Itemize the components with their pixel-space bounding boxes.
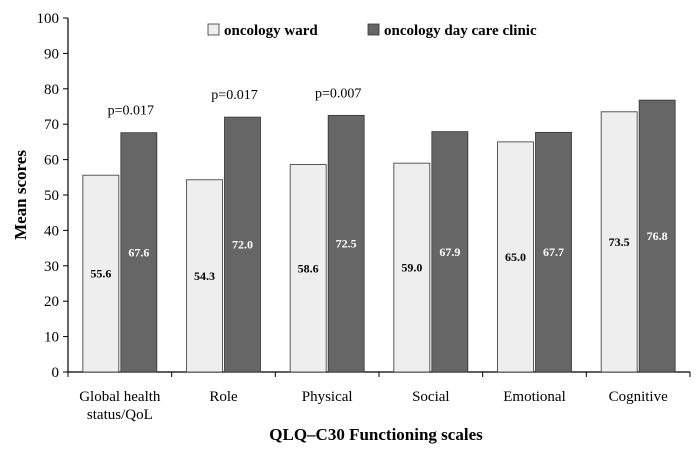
bar-oncology-ward [289, 164, 327, 373]
bar-value-label: 72.0 [232, 238, 253, 252]
p-value-annotation: p=0.017 [108, 104, 154, 119]
legend-swatch-oncology-ward [207, 23, 220, 36]
bar-value-label: 72.5 [336, 237, 357, 251]
bar-oncology-ward [186, 179, 223, 373]
x-tick-label: Emotional [503, 389, 566, 405]
y-tick-label: 60 [44, 153, 59, 169]
y-tick-label: 70 [44, 117, 59, 133]
x-tick-label: Global health [79, 389, 161, 405]
x-tick-label: Cognitive [609, 389, 669, 405]
y-tick-label: 90 [44, 46, 59, 62]
y-tick-label: 30 [44, 259, 59, 275]
legend-swatch-day-care-clinic [367, 23, 380, 36]
bar-day-care-clinic [120, 132, 158, 373]
y-axis-title: Mean scores [11, 150, 30, 240]
bar-value-label: 55.6 [90, 267, 111, 281]
x-tick-label: Physical [302, 389, 353, 405]
y-tick-label: 0 [52, 365, 60, 381]
legend-label-day-care-clinic: oncology day care clinic [384, 23, 537, 39]
legend: oncology ward oncology day care clinic [207, 23, 537, 39]
p-value-annotation: p=0.017 [211, 88, 257, 103]
x-tick-label: status/QoL [87, 407, 153, 423]
bar-value-label: 67.9 [439, 245, 460, 259]
p-value-annotation: p=0.007 [315, 86, 361, 101]
bar-value-label: 76.8 [647, 229, 668, 243]
y-tick-label: 10 [44, 330, 59, 346]
y-tick-label: 100 [37, 11, 60, 27]
bar-value-label: 73.5 [609, 235, 630, 249]
bar-value-label: 67.6 [128, 245, 149, 259]
bar-oncology-ward [82, 174, 120, 373]
y-tick-label: 80 [44, 82, 59, 98]
bar-oncology-ward [393, 162, 431, 373]
bar-value-label: 54.3 [194, 269, 215, 283]
bar-day-care-clinic [638, 99, 676, 373]
bar-day-care-clinic [431, 131, 469, 373]
bar-day-care-clinic [224, 116, 261, 373]
x-tick-label: Role [209, 389, 238, 405]
y-tick-label: 20 [44, 294, 59, 310]
x-tick-label: Social [412, 389, 450, 405]
bar-value-label: 58.6 [298, 261, 319, 275]
legend-label-oncology-ward: oncology ward [224, 23, 318, 39]
bar-value-label: 59.0 [401, 261, 422, 275]
x-axis-title: QLQ–C30 Functioning scales [269, 425, 483, 444]
y-tick-label: 40 [44, 223, 59, 239]
bar-day-care-clinic [327, 114, 365, 373]
y-tick-label: 50 [44, 188, 59, 204]
bar-value-label: 65.0 [505, 250, 526, 264]
bar-oncology-ward [497, 141, 534, 373]
bar-value-label: 67.7 [543, 245, 564, 259]
bar-oncology-ward [600, 111, 638, 373]
bar-day-care-clinic [535, 131, 572, 373]
